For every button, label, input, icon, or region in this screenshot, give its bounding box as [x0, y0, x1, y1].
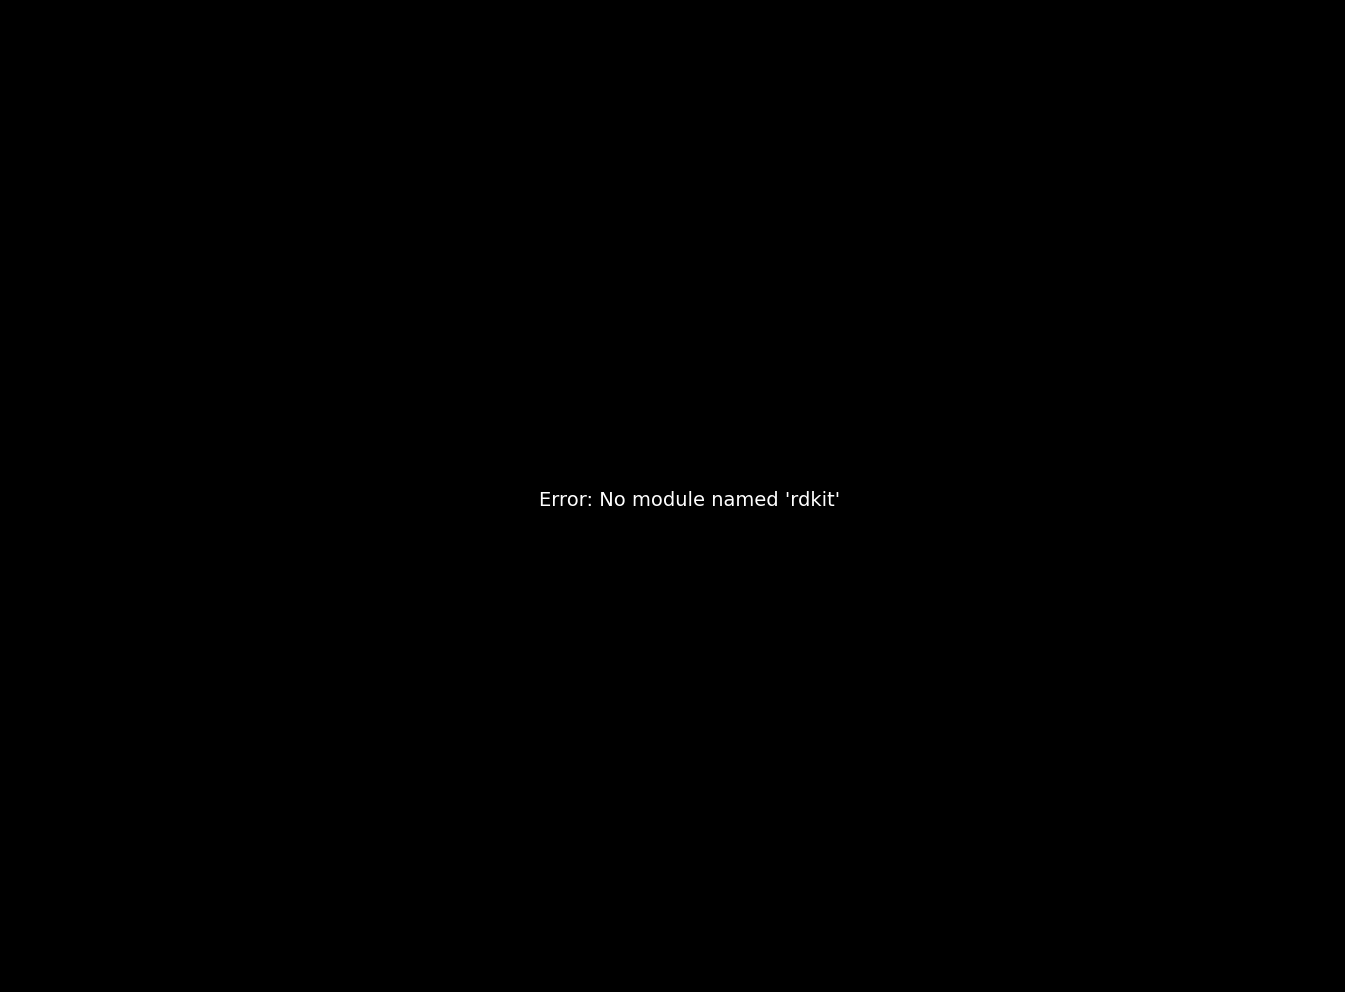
Text: Error: No module named 'rdkit': Error: No module named 'rdkit' [539, 491, 839, 511]
